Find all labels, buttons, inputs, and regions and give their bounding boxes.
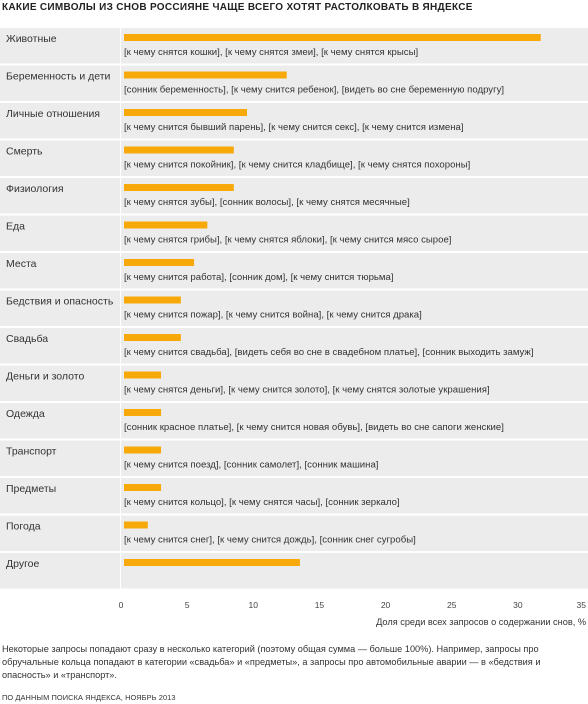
category-row: Бедствия и опасность [к чему снится пожар… [0,290,588,326]
x-tick-label: 5 [185,600,190,610]
x-tick-label: 25 [447,600,457,610]
query-examples: [к чему снятся грибы], [к чему снятся яб… [124,235,451,246]
category-label: Деньги и золото [6,371,84,383]
row-background [0,440,588,476]
x-tick-label: 0 [119,600,124,610]
category-label: Свадьба [6,333,48,345]
bar [124,109,248,116]
query-examples: [к чему снится свадьба], [видеть себя во… [124,347,534,358]
bar [124,334,181,341]
category-label: Физиология [6,183,64,195]
bar [124,221,208,229]
row-background [0,553,588,589]
category-label: Одежда [6,408,45,420]
query-examples: [к чему снится поезд], [сонник самолет],… [124,460,378,471]
row-background [0,515,588,551]
bar [124,484,162,491]
category-row: Свадьба [к чему снится свадьба], [видеть … [0,328,588,364]
bar [124,409,162,416]
bar [124,296,181,304]
x-tick-label: 20 [381,600,391,610]
category-row: Беременность и дети [сонник беременность]… [0,65,588,101]
bar [124,371,162,379]
query-examples: [к чему снится снег], [к чему снится дож… [124,535,416,546]
x-tick-label: 10 [249,600,259,610]
category-label: Бедствия и опасность [6,296,114,308]
category-row: Погода [к чему снится снег], [к чему снит… [0,515,588,551]
row-background [0,403,588,439]
bar-chart: Животные [к чему снятся кошки], [к чему с… [0,28,588,627]
row-background [0,65,588,101]
row-background [0,103,588,139]
row-background [0,365,588,401]
bar [124,34,541,41]
bar [124,71,287,79]
category-row: Физиология [к чему снятся зубы], [сонник … [0,178,588,214]
chart-title: КАКИЕ СИМВОЛЫ ИЗ СНОВ РОССИЯНЕ ЧАЩЕ ВСЕГ… [2,2,473,13]
category-label: Места [6,258,37,270]
category-row: Транспорт [к чему снится поезд], [сонник … [0,440,588,476]
category-row: Предметы [к чему снится кольцо], [к чему … [0,478,588,514]
category-label: Беременность и дети [6,71,111,83]
category-row: Животные [к чему снятся кошки], [к чему с… [0,28,588,64]
query-examples: [к чему снятся деньги], [к чему снится з… [124,385,490,396]
category-row: Личные отношения [к чему снится бывший па… [0,103,588,139]
query-examples: [к чему снится бывший парень], [к чему с… [124,122,464,133]
query-examples: [к чему снится покойник], [к чему снится… [124,160,470,171]
category-label: Личные отношения [6,108,100,120]
category-label: Еда [6,221,25,233]
row-background [0,253,588,289]
query-examples: [к чему снятся зубы], [сонник волосы], [… [124,197,410,208]
row-background [0,28,588,64]
bar [124,146,234,154]
category-label: Животные [6,33,57,45]
query-examples: [к чему снится пожар], [к чему снится во… [124,310,422,321]
x-tick-label: 15 [315,600,325,610]
category-label: Предметы [6,483,56,495]
query-examples: [сонник красное платье], [к чему снится … [124,422,504,433]
bar [124,521,148,529]
row-background [0,178,588,214]
category-label: Другое [6,558,40,570]
bar [124,446,162,454]
category-row: Еда [к чему снятся грибы], [к чему снятся… [0,215,588,251]
query-examples: [к чему снится кольцо], [к чему снятся ч… [124,497,400,508]
category-row: Места [к чему снится работа], [сонник дом… [0,253,588,289]
x-tick-label: 35 [577,600,587,610]
query-examples: [к чему снится работа], [сонник дом], [к… [124,272,394,283]
x-tick-label: 30 [513,600,523,610]
category-label: Погода [6,521,41,533]
category-row: Одежда [сонник красное платье], [к чему с… [0,403,588,439]
category-row: Смерть [к чему снится покойник], [к чему … [0,140,588,176]
query-examples: [к чему снятся кошки], [к чему снятся зм… [124,47,418,58]
category-label: Транспорт [6,446,57,458]
category-row: Другое [0,553,588,589]
source-line: ПО ДАННЫМ ПОИСКА ЯНДЕКСА, НОЯБРЬ 2013 [2,693,176,702]
row-background [0,328,588,364]
row-background [0,478,588,514]
bar [124,259,195,266]
category-label: Смерть [6,146,43,158]
row-background [0,215,588,251]
row-background [0,290,588,326]
bar [124,184,234,191]
category-row: Деньги и золото [к чему снятся деньги], [… [0,365,588,401]
x-axis-label: Доля среди всех запросов о содержании сн… [376,617,586,627]
footnote: Некоторые запросы попадают сразу в неско… [2,644,541,680]
row-background [0,140,588,176]
query-examples: [сонник беременность], [к чему снится ре… [124,85,504,96]
bar [124,559,300,566]
